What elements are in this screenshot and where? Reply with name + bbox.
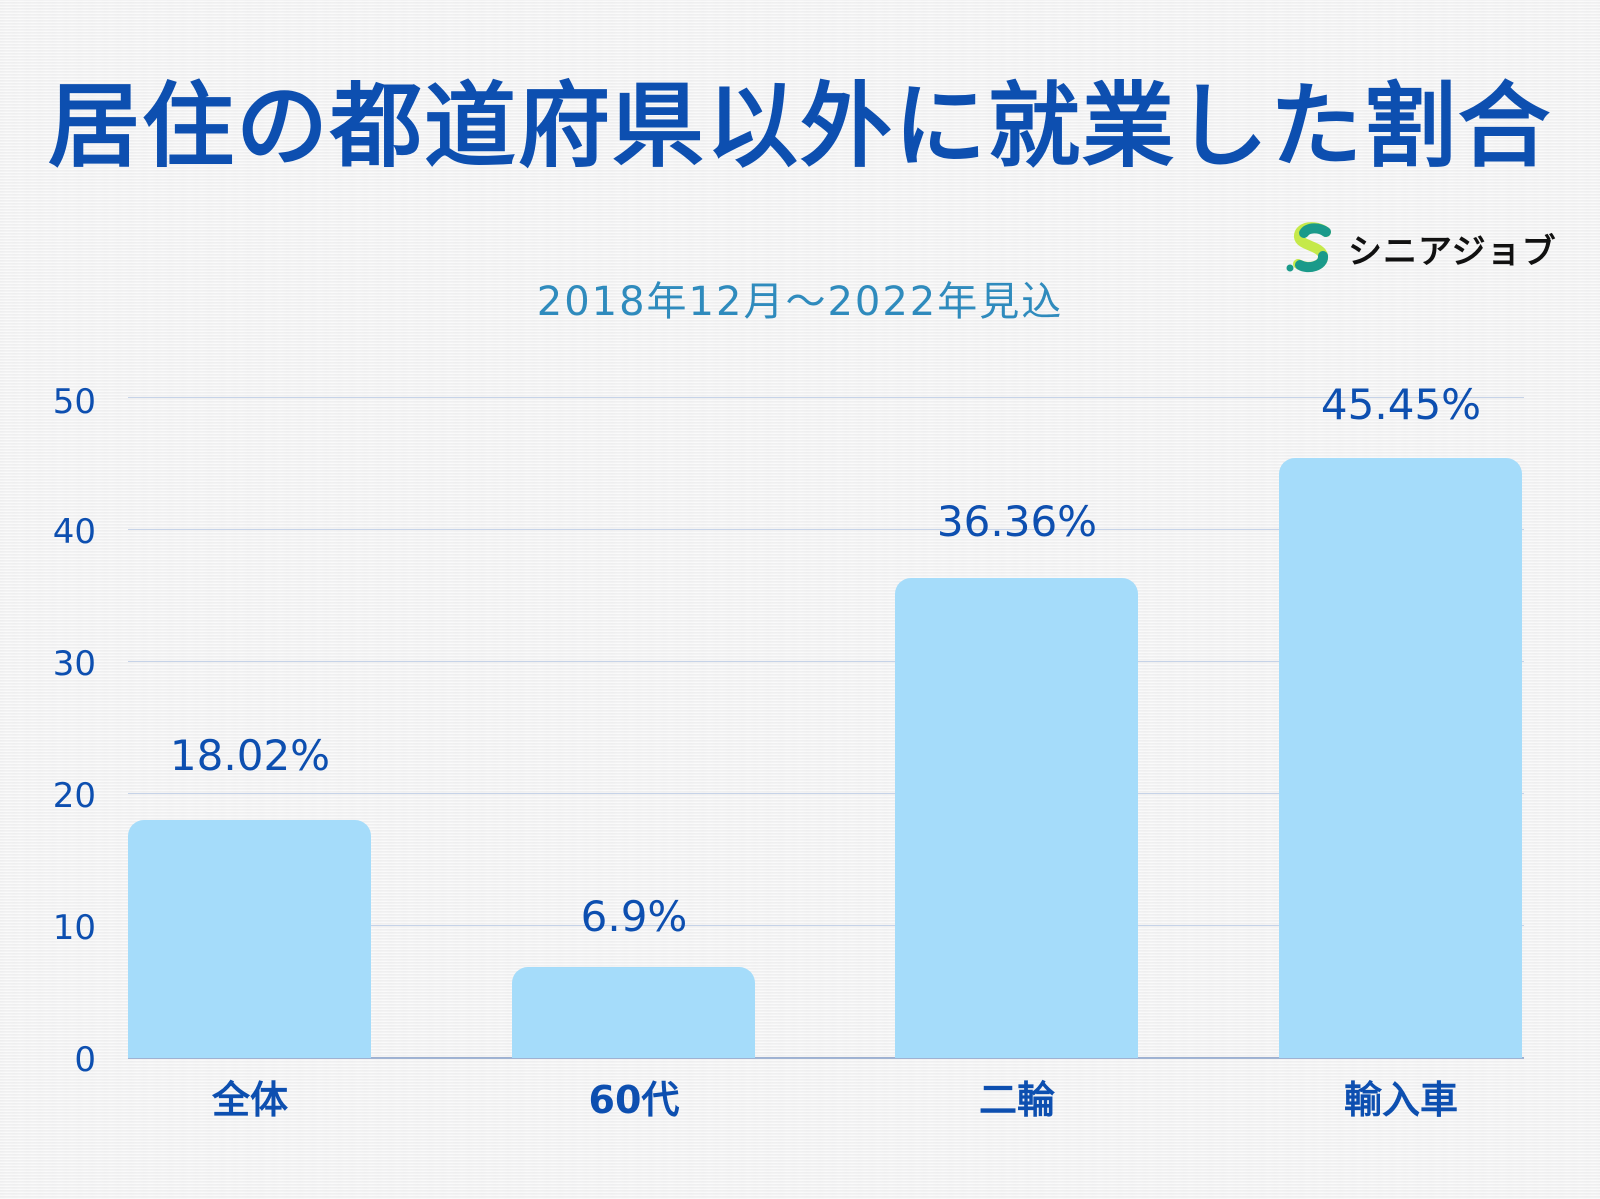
- value-label-zentai: 18.02%: [169, 731, 331, 780]
- x-axis-baseline: [128, 1057, 1524, 1059]
- brand-logo: シニアジョブ: [1286, 222, 1557, 274]
- value-label-nirin: 36.36%: [936, 497, 1098, 546]
- bar-zentai: [128, 820, 371, 1058]
- brand-name: シニアジョブ: [1348, 231, 1557, 272]
- gridline-10: [128, 925, 1524, 926]
- gridline-40: [128, 529, 1524, 530]
- s-logo-icon: [1286, 222, 1331, 273]
- gridline-20: [128, 793, 1524, 794]
- y-tick-20: 20: [52, 776, 96, 816]
- gridline-30: [128, 661, 1524, 662]
- y-tick-40: 40: [52, 512, 96, 552]
- y-tick-10: 10: [52, 908, 96, 948]
- value-label-60dai: 6.9%: [580, 892, 688, 941]
- x-label-yunyusha: 輸入車: [1343, 1078, 1458, 1122]
- x-label-zentai: 全体: [211, 1078, 288, 1122]
- x-label-60dai: 60代: [588, 1078, 680, 1122]
- bar-yunyusha: [1279, 458, 1522, 1058]
- y-tick-0: 0: [74, 1040, 96, 1080]
- chart-title: 居住の都道府県以外に就業した割合: [47, 73, 1552, 180]
- gridline-50: [128, 397, 1524, 398]
- chart-subtitle: 2018年12月～2022年見込: [536, 279, 1064, 325]
- value-label-yunyusha: 45.45%: [1320, 380, 1482, 429]
- x-label-nirin: 二輪: [978, 1078, 1055, 1122]
- y-tick-50: 50: [52, 382, 96, 422]
- y-tick-30: 30: [52, 644, 96, 684]
- bar-nirin: [895, 578, 1138, 1058]
- bar-60dai: [512, 967, 755, 1058]
